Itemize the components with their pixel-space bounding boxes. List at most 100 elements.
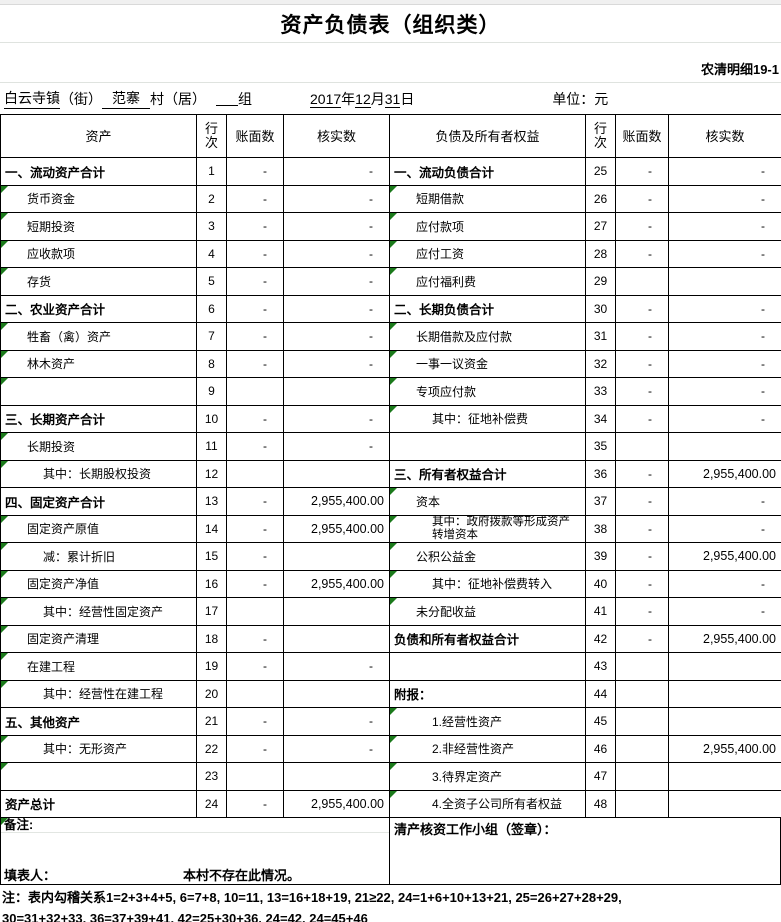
asset-verified-cell[interactable]: - bbox=[283, 734, 390, 763]
liability-label-cell[interactable]: 一、流动负债合计 bbox=[389, 157, 586, 186]
liability-label-cell[interactable]: 一事一议资金 bbox=[389, 349, 586, 378]
asset-rowno-cell[interactable]: 10 bbox=[196, 404, 227, 433]
liability-book-cell[interactable] bbox=[615, 734, 669, 763]
asset-book-cell[interactable]: - bbox=[226, 267, 284, 296]
asset-book-cell[interactable]: - bbox=[226, 157, 284, 186]
rowno-header-cell[interactable]: 行次 bbox=[196, 114, 227, 158]
asset-book-cell[interactable]: - bbox=[226, 514, 284, 543]
asset-verified-cell[interactable]: - bbox=[283, 157, 390, 186]
liability-verified-cell[interactable]: - bbox=[668, 377, 781, 406]
liability-verified-cell[interactable]: 2,955,400.00 bbox=[668, 459, 781, 488]
asset-verified-cell[interactable]: 2,955,400.00 bbox=[283, 789, 390, 818]
liability-label-cell[interactable] bbox=[389, 432, 586, 461]
asset-verified-cell[interactable]: - bbox=[283, 294, 390, 323]
asset-book-cell[interactable]: - bbox=[226, 432, 284, 461]
liability-book-cell[interactable]: - bbox=[615, 404, 669, 433]
liability-label-cell[interactable]: 二、长期负债合计 bbox=[389, 294, 586, 323]
asset-rowno-cell[interactable]: 6 bbox=[196, 294, 227, 323]
liability-verified-cell[interactable]: - bbox=[668, 349, 781, 378]
liability-label-cell[interactable]: 2.非经营性资产 bbox=[389, 734, 586, 763]
liability-verified-cell[interactable] bbox=[668, 707, 781, 736]
asset-rowno-cell[interactable]: 3 bbox=[196, 212, 227, 241]
asset-verified-cell[interactable]: - bbox=[283, 404, 390, 433]
liability-rowno-cell[interactable]: 33 bbox=[585, 377, 616, 406]
liability-label-cell[interactable]: 应付福利费 bbox=[389, 267, 586, 296]
liability-rowno-cell[interactable]: 41 bbox=[585, 597, 616, 626]
liability-verified-cell[interactable]: 2,955,400.00 bbox=[668, 624, 781, 653]
asset-rowno-cell[interactable]: 2 bbox=[196, 184, 227, 213]
liability-verified-cell[interactable]: 2,955,400.00 bbox=[668, 542, 781, 571]
asset-verified-cell[interactable] bbox=[283, 762, 390, 791]
asset-label-cell[interactable]: 货币资金 bbox=[0, 184, 197, 213]
liability-label-cell[interactable]: 附报： bbox=[389, 679, 586, 708]
asset-rowno-cell[interactable]: 23 bbox=[196, 762, 227, 791]
asset-rowno-cell[interactable]: 1 bbox=[196, 157, 227, 186]
asset-label-cell[interactable]: 牲畜（禽）资产 bbox=[0, 322, 197, 351]
liability-label-cell[interactable]: 4.全资子公司所有者权益 bbox=[389, 789, 586, 818]
asset-book-cell[interactable]: - bbox=[226, 404, 284, 433]
liability-book-cell[interactable]: - bbox=[615, 624, 669, 653]
asset-rowno-cell[interactable]: 18 bbox=[196, 624, 227, 653]
asset-book-cell[interactable]: - bbox=[226, 212, 284, 241]
remark-pane[interactable]: 备注: 填表人： 本村不存在此情况。 bbox=[1, 818, 390, 884]
asset-book-cell[interactable]: - bbox=[226, 184, 284, 213]
liability-rowno-cell[interactable]: 39 bbox=[585, 542, 616, 571]
village-name[interactable]: 范寨 bbox=[102, 88, 150, 109]
asset-header-cell[interactable]: 资产 bbox=[0, 114, 197, 158]
signature-pane[interactable]: 清产核资工作小组（签章）： bbox=[390, 818, 780, 884]
liability-label-cell[interactable]: 应付工资 bbox=[389, 239, 586, 268]
liability-book-cell[interactable] bbox=[615, 267, 669, 296]
asset-verified-cell[interactable]: - bbox=[283, 322, 390, 351]
liability-book-cell[interactable]: - bbox=[615, 157, 669, 186]
date-year[interactable]: 2017 bbox=[310, 90, 342, 108]
liability-book-cell[interactable]: - bbox=[615, 542, 669, 571]
asset-label-cell[interactable]: 固定资产原值 bbox=[0, 514, 197, 543]
liability-book-cell[interactable]: - bbox=[615, 514, 669, 543]
asset-rowno-cell[interactable]: 9 bbox=[196, 377, 227, 406]
liability-verified-cell[interactable]: - bbox=[668, 514, 781, 543]
asset-label-cell[interactable]: 三、长期资产合计 bbox=[0, 404, 197, 433]
rowno-header-cell[interactable]: 行次 bbox=[585, 114, 616, 158]
asset-label-cell[interactable]: 固定资产净值 bbox=[0, 569, 197, 598]
asset-book-cell[interactable]: - bbox=[226, 734, 284, 763]
asset-label-cell[interactable]: 林木资产 bbox=[0, 349, 197, 378]
liability-rowno-cell[interactable]: 46 bbox=[585, 734, 616, 763]
asset-label-cell[interactable]: 资产总计 bbox=[0, 789, 197, 818]
asset-label-cell[interactable]: 五、其他资产 bbox=[0, 707, 197, 736]
liability-rowno-cell[interactable]: 44 bbox=[585, 679, 616, 708]
liability-rowno-cell[interactable]: 43 bbox=[585, 652, 616, 681]
liability-rowno-cell[interactable]: 31 bbox=[585, 322, 616, 351]
liability-label-cell[interactable]: 3.待界定资产 bbox=[389, 762, 586, 791]
asset-book-cell[interactable]: - bbox=[226, 349, 284, 378]
asset-verified-cell[interactable]: - bbox=[283, 432, 390, 461]
asset-rowno-cell[interactable]: 22 bbox=[196, 734, 227, 763]
asset-verified-cell[interactable]: - bbox=[283, 652, 390, 681]
asset-label-cell[interactable]: 其中：经营性在建工程 bbox=[0, 679, 197, 708]
date-month[interactable]: 12 bbox=[355, 90, 371, 108]
liability-book-cell[interactable]: - bbox=[615, 459, 669, 488]
liability-label-cell[interactable]: 其中：征地补偿费 bbox=[389, 404, 586, 433]
liability-book-cell[interactable]: - bbox=[615, 239, 669, 268]
asset-label-cell[interactable]: 短期投资 bbox=[0, 212, 197, 241]
liability-rowno-cell[interactable]: 29 bbox=[585, 267, 616, 296]
liability-rowno-cell[interactable]: 26 bbox=[585, 184, 616, 213]
asset-rowno-cell[interactable]: 19 bbox=[196, 652, 227, 681]
liability-verified-cell[interactable]: - bbox=[668, 294, 781, 323]
liability-verified-cell[interactable]: - bbox=[668, 212, 781, 241]
liability-label-cell[interactable] bbox=[389, 652, 586, 681]
liability-book-cell[interactable]: - bbox=[615, 569, 669, 598]
liability-book-cell[interactable] bbox=[615, 432, 669, 461]
liability-label-cell[interactable]: 其中：征地补偿费转入 bbox=[389, 569, 586, 598]
liability-rowno-cell[interactable]: 47 bbox=[585, 762, 616, 791]
liability-rowno-cell[interactable]: 48 bbox=[585, 789, 616, 818]
liability-verified-cell[interactable]: - bbox=[668, 157, 781, 186]
liability-verified-cell[interactable] bbox=[668, 679, 781, 708]
liability-book-cell[interactable] bbox=[615, 789, 669, 818]
liability-rowno-cell[interactable]: 28 bbox=[585, 239, 616, 268]
liability-rowno-cell[interactable]: 25 bbox=[585, 157, 616, 186]
liability-header-cell[interactable]: 负债及所有者权益 bbox=[389, 114, 586, 158]
liability-book-cell[interactable]: - bbox=[615, 377, 669, 406]
asset-book-cell[interactable]: - bbox=[226, 487, 284, 516]
asset-book-cell[interactable]: - bbox=[226, 294, 284, 323]
asset-label-cell[interactable]: 在建工程 bbox=[0, 652, 197, 681]
